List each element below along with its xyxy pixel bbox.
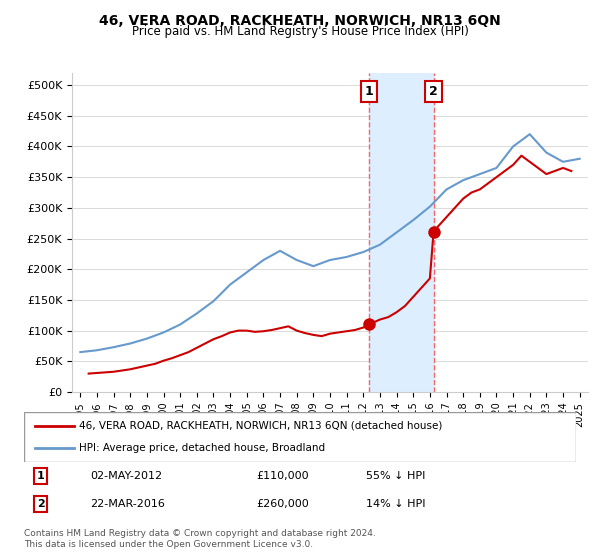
Bar [369,73,434,392]
Text: HPI: Average price, detached house, Broadland: HPI: Average price, detached house, Broa… [79,443,325,453]
Text: Contains HM Land Registry data © Crown copyright and database right 2024.
This d: Contains HM Land Registry data © Crown c… [24,529,376,549]
Text: 02-MAY-2012: 02-MAY-2012 [90,471,163,481]
Text: 2: 2 [37,499,44,509]
Text: 55% ↓ HPI: 55% ↓ HPI [366,471,425,481]
Text: 46, VERA ROAD, RACKHEATH, NORWICH, NR13 6QN (detached house): 46, VERA ROAD, RACKHEATH, NORWICH, NR13 … [79,421,443,431]
Text: 46, VERA ROAD, RACKHEATH, NORWICH, NR13 6QN: 46, VERA ROAD, RACKHEATH, NORWICH, NR13 … [99,14,501,28]
Text: Price paid vs. HM Land Registry's House Price Index (HPI): Price paid vs. HM Land Registry's House … [131,25,469,38]
Text: 2: 2 [429,85,438,98]
FancyBboxPatch shape [24,412,576,462]
Text: 14% ↓ HPI: 14% ↓ HPI [366,499,426,509]
Text: 1: 1 [364,85,373,98]
Text: £110,000: £110,000 [256,471,308,481]
Text: 22-MAR-2016: 22-MAR-2016 [90,499,165,509]
Text: £260,000: £260,000 [256,499,308,509]
Text: 1: 1 [37,471,44,481]
